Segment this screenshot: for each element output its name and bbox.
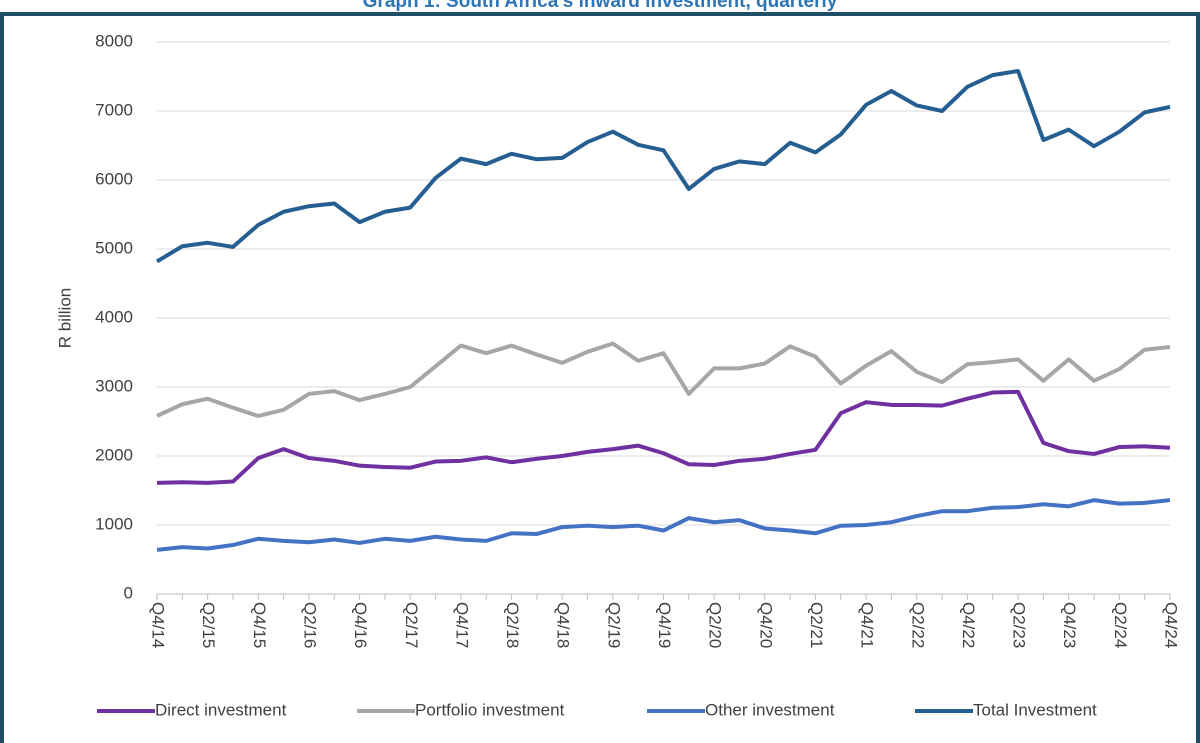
chart-frame xyxy=(0,12,1200,743)
x-tick-label: Q2/22 xyxy=(908,602,927,648)
x-tick-label: Q2/18 xyxy=(503,602,522,648)
y-tick-label: 1000 xyxy=(95,514,133,533)
x-tick-label: Q2/20 xyxy=(706,602,725,648)
x-tick-label: Q2/16 xyxy=(300,602,319,648)
y-tick-label: 7000 xyxy=(95,100,133,119)
x-tick-label: Q2/17 xyxy=(402,602,421,648)
x-tick-label: Q4/16 xyxy=(351,602,370,648)
y-axis-label: R billion xyxy=(55,288,74,348)
x-tick-label: Q4/21 xyxy=(858,602,877,648)
x-tick-label: Q2/19 xyxy=(604,602,623,648)
series-line xyxy=(156,498,1171,552)
legend-label: Other investment xyxy=(705,700,835,719)
chart-title: Graph 1: South Africa's inward investmen… xyxy=(363,0,838,12)
x-tick-label: Q4/15 xyxy=(250,602,269,648)
x-tick-label: Q2/15 xyxy=(199,602,218,648)
legend-label: Total Investment xyxy=(973,700,1097,719)
x-tick-label: Q2/24 xyxy=(1111,602,1130,648)
series-line xyxy=(155,68,1171,264)
x-tick-label: Q4/19 xyxy=(655,602,674,648)
legend-label: Portfolio investment xyxy=(415,700,565,719)
y-tick-label: 0 xyxy=(124,583,133,602)
x-tick-label: Q4/22 xyxy=(959,602,978,648)
legend-label: Direct investment xyxy=(155,700,287,719)
series-line xyxy=(156,341,1171,418)
x-tick-label: Q4/18 xyxy=(554,602,573,648)
y-tick-label: 2000 xyxy=(95,445,133,464)
series-line xyxy=(156,389,1171,485)
x-tick-label: Q4/14 xyxy=(149,602,168,648)
x-tick-label: Q4/20 xyxy=(756,602,775,648)
x-tick-label: Q4/24 xyxy=(1162,602,1181,648)
x-tick-label: Q4/17 xyxy=(452,602,471,648)
y-tick-label: 6000 xyxy=(95,169,133,188)
x-tick-label: Q4/23 xyxy=(1060,602,1079,648)
x-tick-label: Q2/21 xyxy=(807,602,826,648)
y-tick-label: 5000 xyxy=(95,238,133,257)
y-tick-label: 3000 xyxy=(95,376,133,395)
x-tick-label: Q2/23 xyxy=(1010,602,1029,648)
y-tick-label: 4000 xyxy=(95,307,133,326)
y-tick-label: 8000 xyxy=(95,31,133,50)
